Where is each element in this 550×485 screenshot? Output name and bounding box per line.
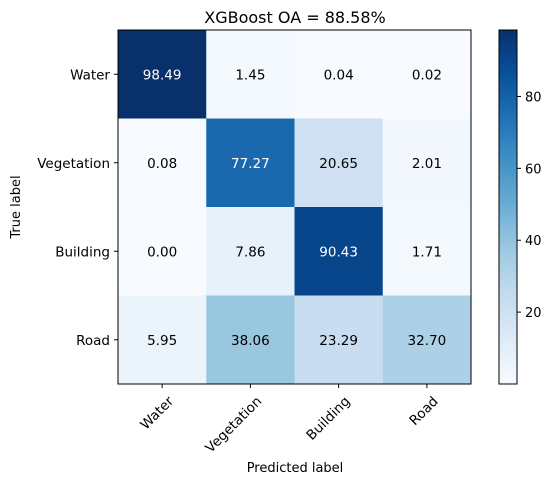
y-axis-label: True label: [9, 175, 24, 239]
x-tick-label: Vegetation: [202, 394, 265, 457]
colorbar: [498, 29, 518, 385]
cell-value-label: 0.08: [147, 156, 177, 172]
cell-value-label: 98.49: [143, 67, 182, 83]
colorbar-ticks: 20 40 60 80: [517, 90, 542, 321]
y-axis-ticks: Water Vegetation Building Road: [37, 67, 118, 349]
cell-value-label: 1.45: [235, 67, 265, 83]
heatmap-cell: [118, 30, 207, 119]
colorbar-tick-label: 20: [525, 306, 542, 321]
heatmap-cell: [206, 207, 295, 296]
heatmap-cell: [294, 207, 384, 296]
x-tick-label: Water: [137, 393, 177, 433]
y-tick-label: Building: [55, 244, 110, 260]
colorbar-tick-label: 60: [525, 162, 542, 177]
cell-value-label: 5.95: [147, 333, 177, 349]
cell-value-label: 2.01: [412, 156, 442, 172]
heatmap-cell: [382, 118, 472, 208]
cell-value-label: 77.27: [231, 156, 270, 172]
heatmap-cell: [382, 295, 472, 385]
cell-value-label: 1.71: [412, 244, 442, 260]
heatmap-cell: [118, 295, 207, 385]
x-axis-ticks: Water Vegetation Building Road: [137, 384, 442, 457]
cell-value-label: 0.04: [324, 67, 354, 83]
heatmap-cell: [206, 30, 295, 119]
chart-title: XGBoost OA = 88.58%: [204, 8, 385, 27]
cell-value-label: 23.29: [319, 333, 358, 349]
colorbar-tick-label: 80: [525, 90, 542, 105]
plot-frame: [117, 29, 472, 385]
cell-value-label: 7.86: [235, 244, 265, 260]
y-tick-label: Water: [70, 67, 110, 83]
y-tick-label: Road: [76, 333, 110, 349]
x-tick-label: Road: [406, 394, 441, 429]
heatmap-cell: [206, 118, 295, 208]
heatmap-cell: [382, 30, 472, 119]
heatmap-cells: 98.49 1.45 0.04 0.02 0.08 77.27 20.65 2.01 0.00 7…: [118, 30, 472, 385]
x-tick-label: Building: [303, 394, 353, 444]
heatmap-cell: [294, 30, 384, 119]
y-tick-label: Vegetation: [37, 156, 110, 172]
cell-value-label: 38.06: [231, 333, 270, 349]
cell-value-label: 20.65: [319, 156, 358, 172]
heatmap-cell: [382, 207, 472, 296]
heatmap-cell: [118, 118, 207, 208]
x-axis-label: Predicted label: [247, 461, 344, 476]
cell-value-label: 90.43: [319, 244, 358, 260]
cell-value-label: 0.02: [412, 67, 442, 83]
cell-value-label: 0.00: [147, 244, 177, 260]
heatmap-cell: [294, 295, 384, 385]
cell-value-label: 32.70: [408, 333, 447, 349]
heatmap-cell: [118, 207, 207, 296]
colorbar-tick-label: 40: [525, 234, 542, 249]
heatmap-cell: [206, 295, 295, 385]
heatmap-cell: [294, 118, 384, 208]
